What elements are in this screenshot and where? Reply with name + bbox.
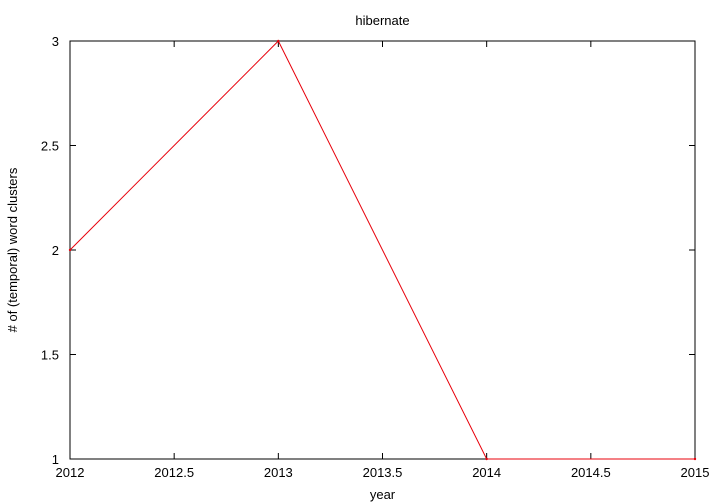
x-tick-label: 2013 [264, 465, 293, 480]
y-tick-label: 2.5 [41, 139, 59, 154]
x-tick-label: 2013.5 [363, 465, 403, 480]
y-tick-label: 1 [52, 452, 59, 467]
data-point [693, 457, 697, 461]
y-tick-label: 1.5 [41, 348, 59, 363]
data-point [277, 39, 280, 43]
x-tick-label: 2012 [56, 465, 85, 480]
x-axis-title: year [370, 487, 396, 502]
series-line [69, 40, 695, 460]
data-point [485, 457, 488, 461]
x-tick-label: 2014 [472, 465, 501, 480]
y-tick-label: 3 [52, 34, 59, 49]
x-axis: 2012 2012.5 2013 2013.5 2014 2014.5 2015 [56, 41, 710, 480]
x-tick-label: 2015 [681, 465, 710, 480]
chart-title: hibernate [355, 13, 409, 28]
series-layer [68, 39, 697, 461]
x-tick-label: 2012.5 [154, 465, 194, 480]
data-point [68, 248, 72, 252]
x-tick-label: 2014.5 [571, 465, 611, 480]
y-axis-title: # of (temporal) word clusters [5, 167, 20, 332]
y-axis: 1 1.5 2 2.5 3 [41, 34, 695, 467]
y-tick-label: 2 [52, 243, 59, 258]
